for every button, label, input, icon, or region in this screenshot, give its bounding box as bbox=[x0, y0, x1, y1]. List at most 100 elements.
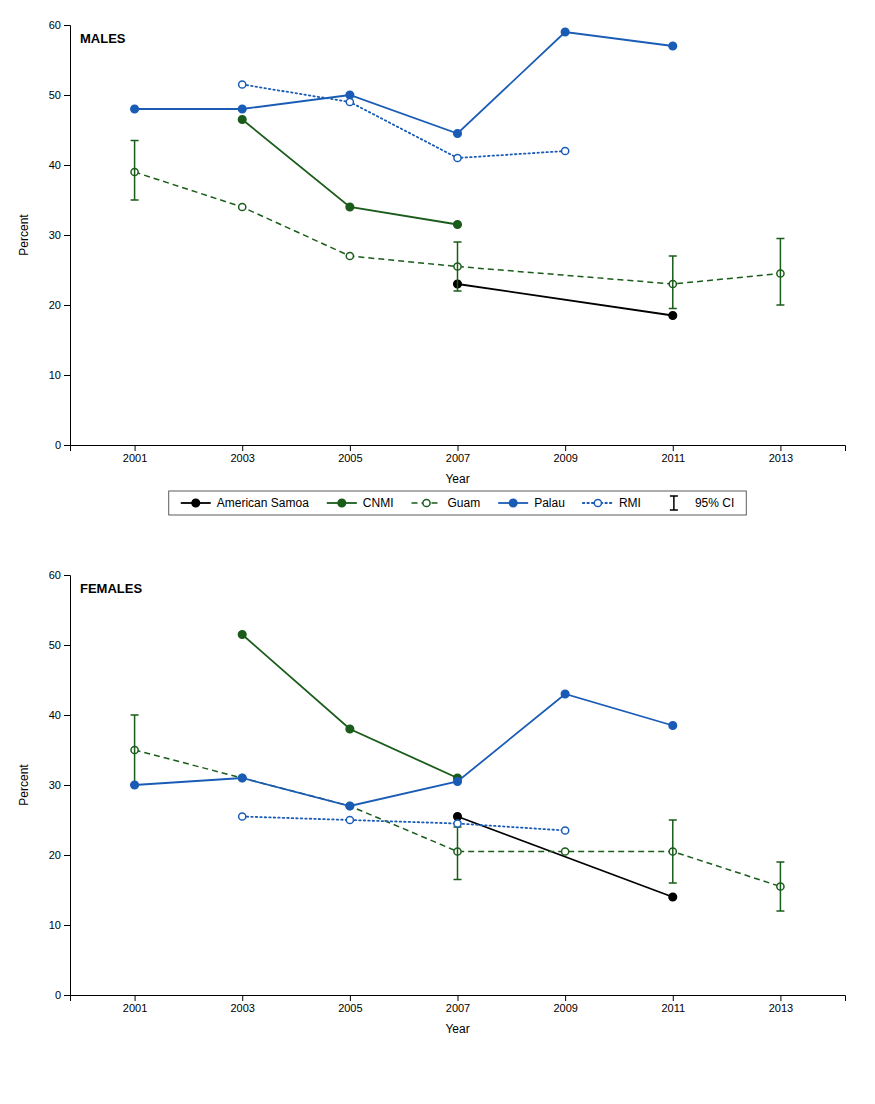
legend-swatch-marker bbox=[192, 499, 200, 507]
series-point bbox=[669, 722, 677, 730]
y-tick: 30 bbox=[49, 229, 70, 241]
x-axis-line bbox=[71, 446, 846, 452]
x-tick-mark bbox=[458, 445, 459, 451]
y-tick-label: 40 bbox=[49, 709, 61, 721]
series bbox=[131, 715, 785, 911]
x-tick-mark bbox=[350, 445, 351, 451]
y-tick-mark bbox=[64, 305, 70, 306]
y-tick-mark bbox=[64, 235, 70, 236]
error-bar bbox=[454, 242, 462, 291]
x-tick-label: 2009 bbox=[553, 452, 577, 464]
y-tick: 40 bbox=[49, 709, 70, 721]
series bbox=[454, 280, 677, 319]
series-line bbox=[458, 817, 673, 898]
x-tick-mark bbox=[780, 995, 781, 1001]
series-point bbox=[562, 827, 569, 834]
y-tick: 20 bbox=[49, 849, 70, 861]
y-tick-mark bbox=[64, 995, 70, 996]
y-tick: 20 bbox=[49, 299, 70, 311]
x-tick-mark bbox=[673, 995, 674, 1001]
x-tick-mark bbox=[458, 995, 459, 1001]
y-axis-line bbox=[64, 26, 71, 446]
x-tick: 2005 bbox=[338, 995, 362, 1014]
error-bar bbox=[776, 862, 784, 911]
x-tick-mark bbox=[565, 445, 566, 451]
x-tick-mark bbox=[135, 445, 136, 451]
y-tick-label: 50 bbox=[49, 89, 61, 101]
panel: 2001200320052007200920112013010203040506… bbox=[17, 569, 846, 1036]
x-tick: 2003 bbox=[230, 995, 254, 1014]
x-axis-title: Year bbox=[445, 472, 469, 486]
series-point bbox=[346, 203, 354, 211]
y-axis: 0102030405060 bbox=[49, 19, 71, 451]
legend-swatch-marker bbox=[423, 499, 430, 506]
series-point bbox=[346, 802, 353, 809]
x-tick-label: 2003 bbox=[230, 452, 254, 464]
x-tick-mark bbox=[565, 995, 566, 1001]
series-point bbox=[454, 820, 461, 827]
panel: 2001200320052007200920112013010203040506… bbox=[17, 19, 846, 486]
series bbox=[131, 141, 785, 309]
x-tick-mark bbox=[242, 995, 243, 1001]
series-point bbox=[454, 154, 461, 161]
series-point bbox=[239, 81, 246, 88]
x-tick-label: 2007 bbox=[446, 1002, 470, 1014]
series-point bbox=[239, 774, 246, 781]
error-bar bbox=[131, 715, 139, 785]
y-tick: 0 bbox=[55, 989, 70, 1001]
series-point bbox=[239, 203, 246, 210]
series-point bbox=[238, 631, 246, 639]
legend-label: CNMI bbox=[363, 496, 394, 510]
y-tick-mark bbox=[64, 165, 70, 166]
legend-swatch-marker bbox=[338, 499, 346, 507]
series-line bbox=[242, 85, 565, 159]
y-tick-mark bbox=[64, 575, 70, 576]
x-tick: 2007 bbox=[446, 995, 470, 1014]
x-tick: 2003 bbox=[230, 445, 254, 464]
series-point bbox=[454, 130, 462, 138]
y-tick: 30 bbox=[49, 779, 70, 791]
y-tick-mark bbox=[64, 925, 70, 926]
y-tick-label: 60 bbox=[49, 569, 61, 581]
legend-swatch-marker bbox=[594, 499, 601, 506]
series-point bbox=[454, 778, 462, 786]
error-bar bbox=[776, 239, 784, 306]
y-axis: 0102030405060 bbox=[49, 569, 71, 1001]
panel-title: MALES bbox=[80, 31, 126, 46]
chart-svg: 2001200320052007200920112013010203040506… bbox=[0, 0, 875, 1104]
series-point bbox=[346, 816, 353, 823]
x-axis-line bbox=[71, 996, 846, 1002]
x-tick-mark bbox=[242, 445, 243, 451]
legend-item: CNMI bbox=[327, 496, 394, 510]
y-tick-label: 50 bbox=[49, 639, 61, 651]
series-point bbox=[131, 105, 139, 113]
legend-label: American Samoa bbox=[217, 496, 309, 510]
legend-label: RMI bbox=[619, 496, 641, 510]
y-tick-label: 30 bbox=[49, 229, 61, 241]
series-line bbox=[135, 694, 673, 806]
series-point bbox=[454, 221, 462, 229]
x-tick-mark bbox=[135, 995, 136, 1001]
y-tick: 10 bbox=[49, 369, 70, 381]
series-point bbox=[346, 802, 354, 810]
x-tick: 2013 bbox=[769, 995, 793, 1014]
series-point bbox=[238, 774, 246, 782]
legend-item: RMI bbox=[583, 496, 641, 510]
y-axis-title: Percent bbox=[17, 214, 31, 256]
y-tick-label: 40 bbox=[49, 159, 61, 171]
y-axis-title: Percent bbox=[17, 764, 31, 806]
y-tick-label: 0 bbox=[55, 989, 61, 1001]
series bbox=[239, 813, 569, 834]
error-bar bbox=[454, 827, 462, 880]
y-tick: 0 bbox=[55, 439, 70, 451]
x-tick-mark bbox=[780, 445, 781, 451]
x-tick-mark bbox=[673, 445, 674, 451]
series-point bbox=[669, 893, 677, 901]
y-tick-mark bbox=[64, 715, 70, 716]
plot-area bbox=[131, 28, 785, 319]
y-tick-label: 0 bbox=[55, 439, 61, 451]
series-point bbox=[238, 105, 246, 113]
y-tick-label: 20 bbox=[49, 299, 61, 311]
y-tick-mark bbox=[64, 855, 70, 856]
x-tick-label: 2013 bbox=[769, 1002, 793, 1014]
